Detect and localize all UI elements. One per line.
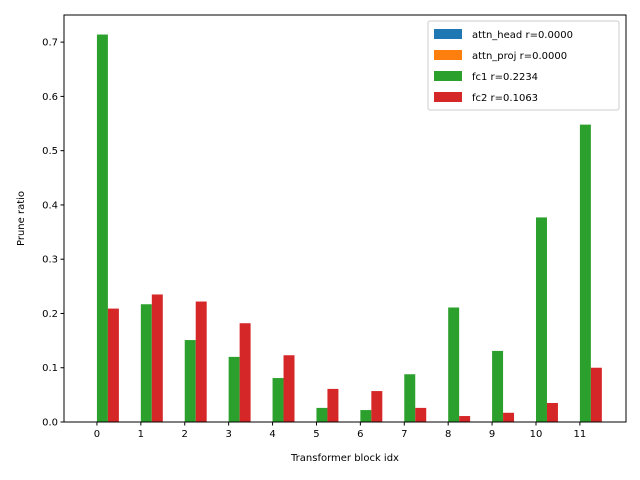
legend-swatch xyxy=(434,50,462,60)
bar-series-3-cat-6 xyxy=(371,391,383,422)
bar-series-2-cat-10 xyxy=(535,217,547,422)
bar-series-2-cat-8 xyxy=(448,307,460,422)
x-tick-label: 0 xyxy=(94,429,100,440)
bar-series-3-cat-2 xyxy=(195,301,207,422)
legend-swatch xyxy=(434,92,462,102)
y-tick-label: 0.7 xyxy=(42,38,58,49)
x-tick-label: 1 xyxy=(138,429,144,440)
x-tick-label: 4 xyxy=(269,429,275,440)
y-tick-label: 0.5 xyxy=(42,146,58,157)
legend-swatch xyxy=(434,71,462,81)
x-tick-label: 7 xyxy=(401,429,407,440)
y-axis: 0.0 0.1 0.2 0.3 0.4 0.5 0.6 0.7 xyxy=(42,38,64,429)
y-tick-label: 0.2 xyxy=(42,309,58,320)
bar-series-2-cat-3 xyxy=(228,356,240,422)
bar-series-2-cat-5 xyxy=(316,407,328,422)
bar-series-3-cat-0 xyxy=(107,308,119,422)
x-tick-label: 10 xyxy=(530,429,543,440)
bar-series-3-cat-3 xyxy=(239,323,251,422)
x-tick-label: 11 xyxy=(574,429,587,440)
y-tick-label: 0.0 xyxy=(42,418,58,429)
y-tick-label: 0.6 xyxy=(42,92,58,103)
bar-series-2-cat-1 xyxy=(140,304,152,422)
x-axis-label: Transformer block idx xyxy=(290,453,399,464)
x-tick-label: 2 xyxy=(182,429,188,440)
bar-series-3-cat-1 xyxy=(151,294,163,422)
y-tick-label: 0.3 xyxy=(42,255,58,266)
legend-box xyxy=(427,20,620,111)
x-tick-label: 6 xyxy=(357,429,363,440)
legend-entry-label: fc1 r=0.2234 xyxy=(472,72,538,83)
bar-series-2-cat-6 xyxy=(360,410,372,422)
legend-entry-label: attn_head r=0.0000 xyxy=(472,30,573,41)
bar-series-2-cat-0 xyxy=(96,34,108,422)
legend: attn_head r=0.0000 attn_proj r=0.0000 fc1 … xyxy=(427,20,620,111)
bar-series-2-cat-7 xyxy=(404,374,416,422)
bar-series-3-cat-10 xyxy=(546,403,558,422)
y-tick-label: 0.4 xyxy=(42,200,58,211)
legend-entry-label: fc2 r=0.1063 xyxy=(472,93,538,104)
bar-series-2-cat-4 xyxy=(272,378,284,422)
bar-series-3-cat-9 xyxy=(503,412,515,422)
legend-entry-label: attn_proj r=0.0000 xyxy=(472,51,567,62)
x-axis: 0 1 2 3 4 5 6 7 8 9 10 11 xyxy=(94,422,587,440)
y-tick-label: 0.1 xyxy=(42,363,58,374)
bar-series-2-cat-9 xyxy=(492,350,504,422)
x-tick-label: 9 xyxy=(489,429,495,440)
bar-series-3-cat-8 xyxy=(459,416,471,422)
bar-series-3-cat-7 xyxy=(415,407,427,422)
bar-series-3-cat-5 xyxy=(327,388,339,422)
x-tick-label: 8 xyxy=(445,429,451,440)
bar-series-2-cat-11 xyxy=(579,124,591,423)
x-tick-label: 5 xyxy=(313,429,319,440)
x-tick-label: 3 xyxy=(225,429,231,440)
axes-frame xyxy=(63,14,627,423)
legend-swatch xyxy=(434,29,462,39)
bar-series-3-cat-4 xyxy=(283,355,295,422)
y-axis-label: Prune ratio xyxy=(16,191,27,246)
bar-series-2-cat-2 xyxy=(184,340,196,422)
bars xyxy=(96,34,602,423)
bar-series-3-cat-11 xyxy=(590,367,602,422)
